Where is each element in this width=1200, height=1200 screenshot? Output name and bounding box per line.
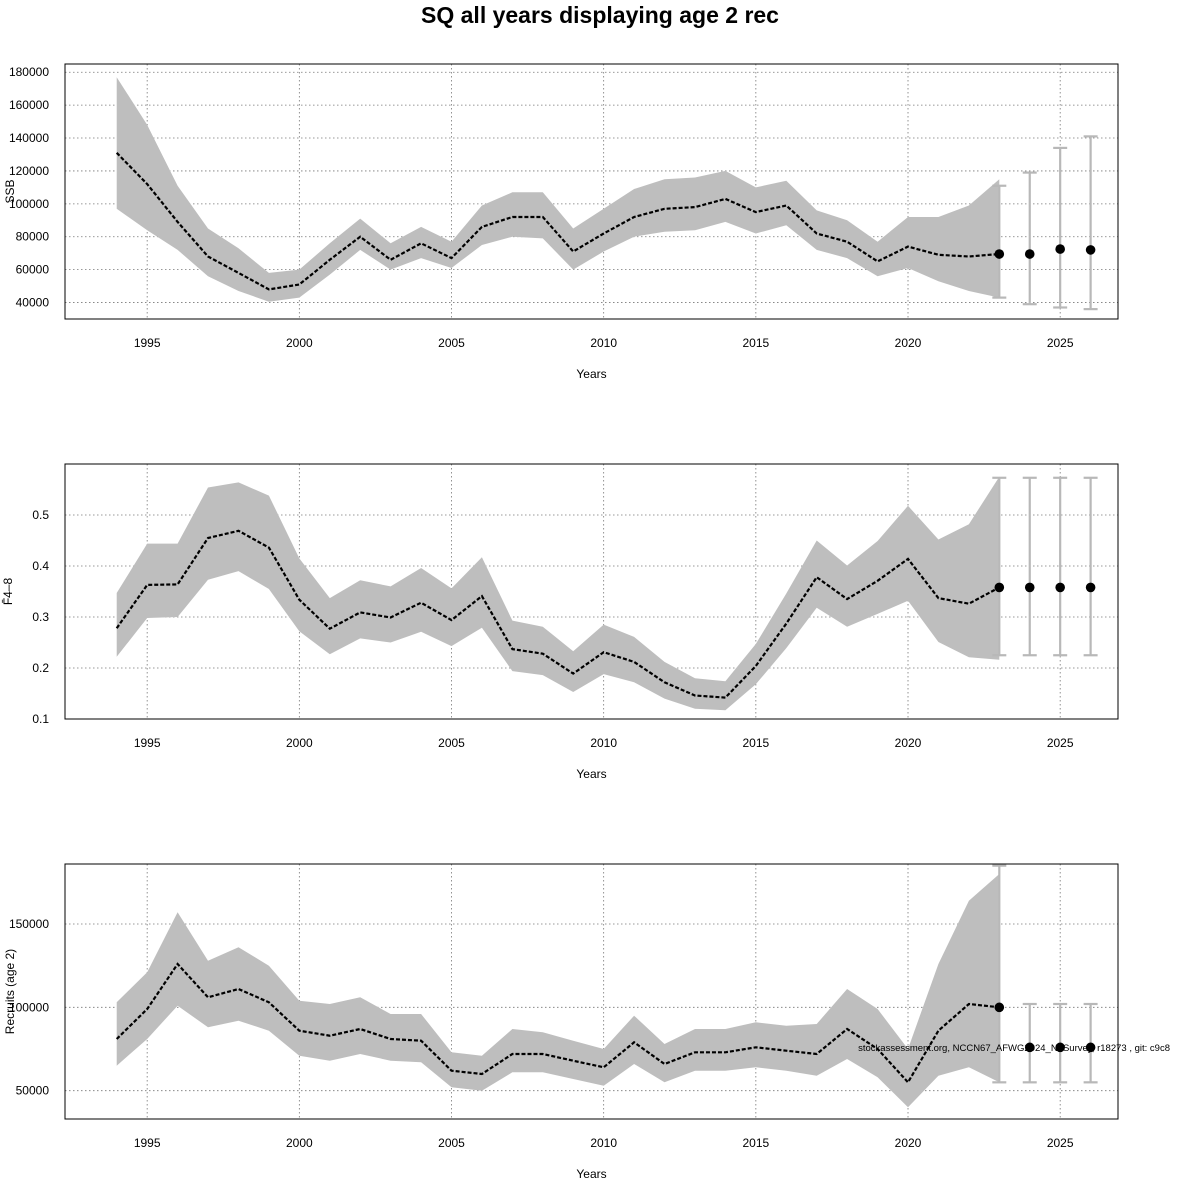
y-tick-label: 0.4 [32, 559, 49, 573]
panel-3: 1995 2000 2005 2010 2015 2020 2025 50000 100000 1… [3, 863, 1119, 1181]
forecast-point [1085, 1042, 1096, 1053]
estimate-line [115, 152, 1000, 291]
x-tick-label: 2000 [286, 336, 313, 350]
forecast-point [1024, 582, 1035, 593]
y-tick-label: 160000 [9, 98, 49, 112]
y-tick-label: 80000 [16, 230, 50, 244]
y-tick-label: 180000 [9, 65, 49, 79]
forecast-point [994, 249, 1005, 259]
confidence-band [116, 77, 1000, 302]
chart-title: SQ all years displaying age 2 rec [421, 2, 779, 28]
forecast-point [1085, 245, 1096, 255]
y-tick-label: 140000 [9, 131, 49, 145]
x-tick-label: 2010 [590, 736, 617, 750]
y-tick-label: 40000 [16, 296, 50, 310]
x-tick-label: 1995 [134, 336, 161, 350]
confidence-band [116, 874, 1000, 1108]
panel-2: 1995 2000 2005 2010 2015 2020 2025 0.1 0.2 0.3 0.4… [1, 463, 1119, 781]
forecast-point [1055, 582, 1065, 593]
plot-frame [64, 863, 1119, 1120]
x-tick-label: 1995 [134, 1136, 161, 1150]
y-tick-label: 0.5 [32, 508, 49, 522]
x-tick-label: 2000 [286, 1136, 313, 1150]
estimate-line [115, 529, 1000, 699]
x-tick-label: 2015 [742, 736, 769, 750]
y-tick-label: 100000 [9, 1000, 49, 1014]
y-tick-label: 150000 [9, 917, 49, 931]
y-tick-label: 0.1 [32, 712, 49, 726]
forecast-point [1024, 249, 1035, 259]
y-tick-label: 0.3 [32, 610, 49, 624]
x-tick-label: 2005 [438, 736, 465, 750]
x-tick-label: 2020 [895, 736, 922, 750]
x-tick-label: 2000 [286, 736, 313, 750]
y-tick-label: 50000 [16, 1084, 50, 1098]
x-tick-label: 2020 [895, 336, 922, 350]
forecast-point [1085, 582, 1096, 593]
forecast-point [1055, 244, 1065, 254]
x-axis-label: Years [576, 767, 606, 781]
y-tick-label: 120000 [9, 164, 49, 178]
footnote-text: stockassessment.org, NCCN67_AFWG2024_NoS… [858, 1043, 1170, 1054]
x-tick-label: 2005 [438, 1136, 465, 1150]
plot-frame [64, 63, 1119, 320]
y-tick-label: 60000 [16, 263, 50, 277]
x-tick-label: 2025 [1047, 336, 1074, 350]
x-axis-label: Years [576, 1167, 606, 1181]
confidence-band [116, 476, 1000, 711]
x-tick-label: 2010 [590, 1136, 617, 1150]
x-tick-label: 2015 [742, 1136, 769, 1150]
y-tick-label: 100000 [9, 197, 49, 211]
estimate-line [115, 962, 1000, 1085]
plot-frame [64, 463, 1119, 720]
x-tick-label: 1995 [134, 736, 161, 750]
forecast-point [1024, 1042, 1035, 1053]
x-tick-label: 2005 [438, 336, 465, 350]
x-tick-label: 2020 [895, 1136, 922, 1150]
x-axis-label: Years [576, 367, 606, 381]
x-tick-label: 2015 [742, 336, 769, 350]
y-axis-label: Recruits (age 2) [3, 949, 17, 1034]
x-tick-label: 2025 [1047, 1136, 1074, 1150]
forecast-point [994, 582, 1005, 593]
y-tick-label: 0.2 [32, 661, 49, 675]
x-tick-label: 2010 [590, 336, 617, 350]
y-axis-label: SSB [3, 179, 17, 203]
panel-1: 1995 2000 2005 2010 2015 2020 2025 40000 60000 80… [3, 63, 1119, 381]
forecast-point [1055, 1042, 1065, 1053]
y-axis-label: F̄4–8 [1, 578, 15, 606]
forecast-point [994, 1002, 1005, 1013]
x-tick-label: 2025 [1047, 736, 1074, 750]
